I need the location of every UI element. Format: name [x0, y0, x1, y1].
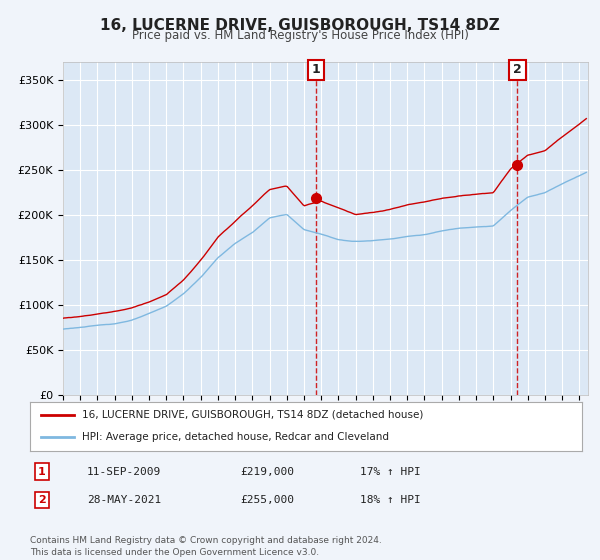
Text: 18% ↑ HPI: 18% ↑ HPI	[360, 495, 421, 505]
Text: 11-SEP-2009: 11-SEP-2009	[87, 466, 161, 477]
Text: 2: 2	[38, 495, 46, 505]
Text: HPI: Average price, detached house, Redcar and Cleveland: HPI: Average price, detached house, Redc…	[82, 432, 389, 442]
Text: Contains HM Land Registry data © Crown copyright and database right 2024.
This d: Contains HM Land Registry data © Crown c…	[30, 536, 382, 557]
Text: 1: 1	[311, 63, 320, 76]
Text: Price paid vs. HM Land Registry's House Price Index (HPI): Price paid vs. HM Land Registry's House …	[131, 29, 469, 42]
Text: 16, LUCERNE DRIVE, GUISBOROUGH, TS14 8DZ: 16, LUCERNE DRIVE, GUISBOROUGH, TS14 8DZ	[100, 18, 500, 33]
Text: 1: 1	[38, 466, 46, 477]
Text: 17% ↑ HPI: 17% ↑ HPI	[360, 466, 421, 477]
Text: 16, LUCERNE DRIVE, GUISBOROUGH, TS14 8DZ (detached house): 16, LUCERNE DRIVE, GUISBOROUGH, TS14 8DZ…	[82, 410, 424, 420]
Text: £219,000: £219,000	[240, 466, 294, 477]
Text: 2: 2	[513, 63, 522, 76]
Text: 28-MAY-2021: 28-MAY-2021	[87, 495, 161, 505]
Text: £255,000: £255,000	[240, 495, 294, 505]
